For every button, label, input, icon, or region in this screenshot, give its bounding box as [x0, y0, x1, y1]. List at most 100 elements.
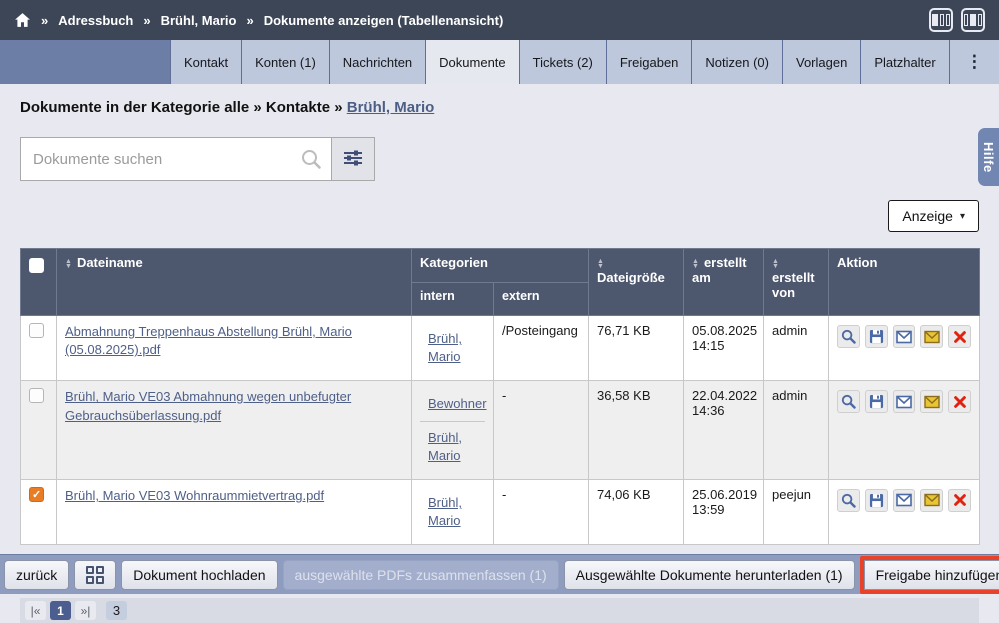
tab-tickets[interactable]: Tickets (2) — [518, 40, 606, 84]
preview-button[interactable] — [837, 325, 860, 348]
column-header-kategorien: Kategorien — [411, 248, 589, 283]
search-box — [20, 137, 331, 181]
mail-internal-button[interactable] — [892, 325, 916, 348]
display-options-button[interactable]: Anzeige ▾ — [888, 200, 979, 232]
table-row: Brühl, Mario VE03 Abmahnung wegen unbefu… — [20, 380, 980, 480]
panel-bar — [946, 14, 950, 26]
highlight-box: Freigabe hinzufügen (1) — [859, 555, 999, 594]
save-button[interactable] — [864, 390, 888, 414]
search-filter-button[interactable] — [331, 137, 375, 181]
column-header-erstellt-von[interactable]: ▲ ▼erstellt von — [763, 248, 829, 316]
search-input[interactable] — [20, 137, 331, 181]
breadcrumb-separator: » — [41, 12, 49, 28]
category-extern: - — [493, 380, 589, 480]
page-title: Dokumente in der Kategorie alle » Kontak… — [20, 99, 999, 116]
pagination-last-button[interactable]: »| — [75, 601, 96, 621]
column-header-aktion: Aktion — [828, 248, 980, 316]
tab-bar: Kontakt Konten (1) Nachrichten Dokumente… — [0, 40, 999, 84]
page-title-text: Dokumente in der Kategorie alle » Kontak… — [20, 99, 343, 116]
action-icons — [837, 390, 971, 414]
row-checkbox[interactable] — [29, 486, 44, 502]
layout-left-panel-icon[interactable] — [929, 8, 953, 32]
category-extern: /Posteingang — [493, 314, 589, 382]
tab-dokumente[interactable]: Dokumente — [425, 40, 519, 84]
breadcrumb: » Adressbuch » Brühl, Mario » Dokumente … — [0, 0, 999, 40]
column-header-extern: extern — [493, 282, 589, 316]
delete-button[interactable] — [948, 325, 971, 348]
download-selected-button[interactable]: Ausgewählte Dokumente herunterladen (1) — [563, 559, 855, 590]
column-header-dateiname[interactable]: ▲ ▼ Dateiname — [56, 248, 412, 316]
back-button[interactable]: zurück — [4, 559, 70, 590]
column-header-intern: intern — [411, 282, 494, 316]
pagination-current-page[interactable]: 1 — [50, 601, 71, 621]
search-row — [20, 137, 375, 181]
display-options-row: Anzeige ▾ — [0, 200, 979, 232]
table-row: Brühl, Mario VE03 Wohnraummietvertrag.pd… — [20, 478, 980, 546]
category-intern-link[interactable]: Brühl, Mario — [420, 420, 485, 472]
tab-platzhalter[interactable]: Platzhalter — [860, 40, 949, 84]
tab-konten[interactable]: Konten (1) — [241, 40, 329, 84]
breadcrumb-item-current[interactable]: Dokumente anzeigen (Tabellenansicht) — [263, 12, 504, 28]
save-button[interactable] — [864, 325, 888, 348]
table-row: Abmahnung Treppenhaus Abstellung Brühl, … — [20, 314, 980, 382]
add-share-button[interactable]: Freigabe hinzufügen (1) — [863, 559, 999, 590]
pagination-count: 3 — [106, 601, 127, 621]
sort-icon: ▲ ▼ — [65, 257, 72, 270]
panel-bar — [940, 14, 944, 26]
bottom-toolbar: zurück Dokument hochladen ausgewählte PD… — [0, 554, 999, 594]
category-intern-link[interactable]: Brühl, Mario — [428, 494, 462, 529]
category-extern: - — [493, 478, 589, 546]
column-header-dateigroesse[interactable]: ▲ ▼Dateigröße — [588, 248, 684, 316]
mail-external-button[interactable] — [920, 325, 944, 348]
tab-kontakt[interactable]: Kontakt — [170, 40, 242, 84]
document-link[interactable]: Brühl, Mario VE03 Wohnraummietvertrag.pd… — [65, 487, 325, 503]
mail-internal-button[interactable] — [892, 488, 916, 512]
preview-button[interactable] — [837, 488, 860, 512]
filesize-cell: 74,06 KB — [588, 478, 684, 546]
pagination: |« 1 »| 3 — [20, 598, 979, 623]
delete-button[interactable] — [948, 488, 971, 512]
panel-bar — [978, 14, 982, 26]
mail-external-button[interactable] — [920, 390, 944, 414]
breadcrumb-item-adressbuch[interactable]: Adressbuch — [58, 12, 134, 28]
document-link[interactable]: Brühl, Mario VE03 Abmahnung wegen unbefu… — [65, 389, 352, 423]
tab-nachrichten[interactable]: Nachrichten — [328, 40, 426, 84]
tab-notizen[interactable]: Notizen (0) — [691, 40, 782, 84]
help-tab-label: Hilfe — [981, 141, 996, 173]
filesize-cell: 76,71 KB — [588, 314, 684, 382]
grid-view-button[interactable] — [74, 559, 117, 590]
upload-document-button[interactable]: Dokument hochladen — [121, 559, 278, 590]
breadcrumb-separator: » — [246, 12, 254, 28]
panel-bar — [964, 14, 968, 26]
panel-bar — [970, 14, 976, 26]
tab-freigaben[interactable]: Freigaben — [605, 40, 692, 84]
help-tab[interactable]: Hilfe — [978, 128, 999, 186]
category-intern-link[interactable]: Bewohner — [428, 396, 487, 412]
column-header-erstellt-am[interactable]: ▲ ▼ erstellt am — [683, 248, 764, 316]
document-link[interactable]: Abmahnung Treppenhaus Abstellung Brühl, … — [65, 324, 352, 358]
mail-external-button[interactable] — [920, 488, 944, 512]
preview-button[interactable] — [837, 390, 860, 414]
row-checkbox[interactable] — [29, 388, 44, 404]
save-button[interactable] — [864, 488, 888, 512]
category-intern-link[interactable]: Brühl, Mario — [428, 331, 462, 365]
pagination-first-button[interactable]: |« — [25, 601, 46, 621]
tab-overflow-menu-icon[interactable]: ⋮ — [948, 40, 999, 84]
tab-vorlagen[interactable]: Vorlagen — [781, 40, 861, 84]
row-checkbox[interactable] — [29, 323, 44, 338]
created-at-cell: 22.04.2022 14:36 — [683, 380, 764, 480]
home-icon[interactable] — [14, 12, 31, 28]
layout-center-panel-icon[interactable] — [961, 8, 985, 32]
page-title-contact-link[interactable]: Brühl, Mario — [346, 99, 435, 116]
mail-internal-button[interactable] — [892, 390, 916, 414]
breadcrumb-separator: » — [143, 12, 151, 28]
filter-sliders-icon — [343, 149, 363, 170]
filesize-cell: 36,58 KB — [588, 380, 684, 480]
tab-bar-spacer — [0, 40, 170, 84]
delete-button[interactable] — [948, 390, 971, 414]
documents-table: ▲ ▼ Dateiname Kategorien ▲ ▼Dateigröße ▲ ▼ er… — [20, 248, 980, 546]
breadcrumb-item-contact[interactable]: Brühl, Mario — [160, 12, 237, 28]
merge-pdfs-button: ausgewählte PDFs zusammenfassen (1) — [282, 559, 559, 590]
search-icon — [300, 148, 322, 173]
select-all-checkbox[interactable] — [29, 258, 44, 273]
